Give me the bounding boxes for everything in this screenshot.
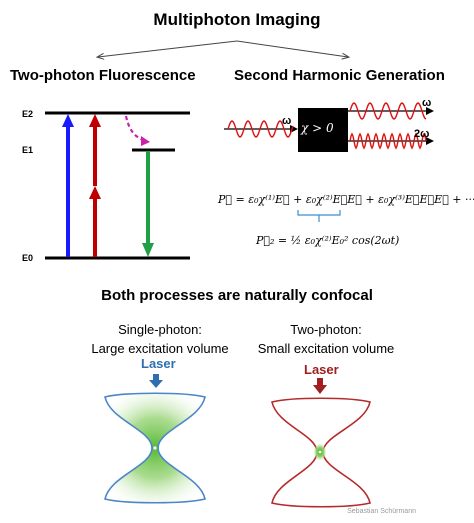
incoming-wave bbox=[224, 120, 298, 138]
credit: Sebastian Schürmann bbox=[347, 508, 416, 515]
single-laser-label: Laser bbox=[141, 356, 176, 371]
two-photon-caption-line2: Small excitation volume bbox=[257, 341, 395, 356]
level-e1-label: E1 bbox=[22, 145, 34, 155]
red-two-photon-arrows bbox=[89, 114, 101, 257]
two-photon-caption-line1: Two-photon: bbox=[290, 322, 362, 337]
level-e0-label: E0 bbox=[22, 253, 34, 263]
two-laser-label: Laser bbox=[304, 362, 339, 377]
single-photon-caption-line1: Single-photon: bbox=[118, 322, 202, 337]
second-order-equation: P⃗₂ = ½ ε₀χ⁽²⁾E₀² cos(2ωt) bbox=[256, 234, 400, 247]
outgoing-two-omega-wave bbox=[348, 132, 434, 150]
nonlinear-crystal bbox=[298, 108, 348, 152]
two-photon-caption: Two-photon: Small excitation volume bbox=[246, 320, 406, 358]
level-e2-label: E2 bbox=[22, 109, 34, 119]
blue-excitation-arrow bbox=[62, 114, 74, 257]
two-omega-label: 2ω bbox=[414, 128, 430, 140]
left-heading: Two-photon Fluorescence bbox=[10, 67, 196, 84]
chi-label: χ > 0 bbox=[301, 121, 334, 135]
polarization-equation: P⃗ = ε₀χ⁽¹⁾E⃗ + ε₀χ⁽²⁾E⃗E⃗ + ε₀χ⁽³⁾E⃗E⃗E… bbox=[218, 193, 474, 206]
relaxation-dashed-arrow bbox=[124, 115, 150, 146]
single-photon-volume bbox=[104, 392, 206, 504]
single-photon-caption-line2: Large excitation volume bbox=[91, 341, 229, 356]
two-photon-volume bbox=[271, 397, 371, 508]
single-laser-arrow bbox=[149, 374, 163, 388]
confocal-heading: Both processes are naturally confocal bbox=[101, 287, 373, 304]
right-heading: Second Harmonic Generation bbox=[234, 67, 445, 84]
two-laser-arrow bbox=[313, 378, 327, 394]
green-emission-arrow bbox=[142, 151, 154, 257]
omega-in-label: ω bbox=[282, 115, 292, 127]
single-photon-caption: Single-photon: Large excitation volume bbox=[80, 320, 240, 358]
outgoing-omega-wave bbox=[348, 102, 434, 120]
omega-out-label: ω bbox=[422, 97, 432, 109]
page-title: Multiphoton Imaging bbox=[153, 10, 321, 29]
